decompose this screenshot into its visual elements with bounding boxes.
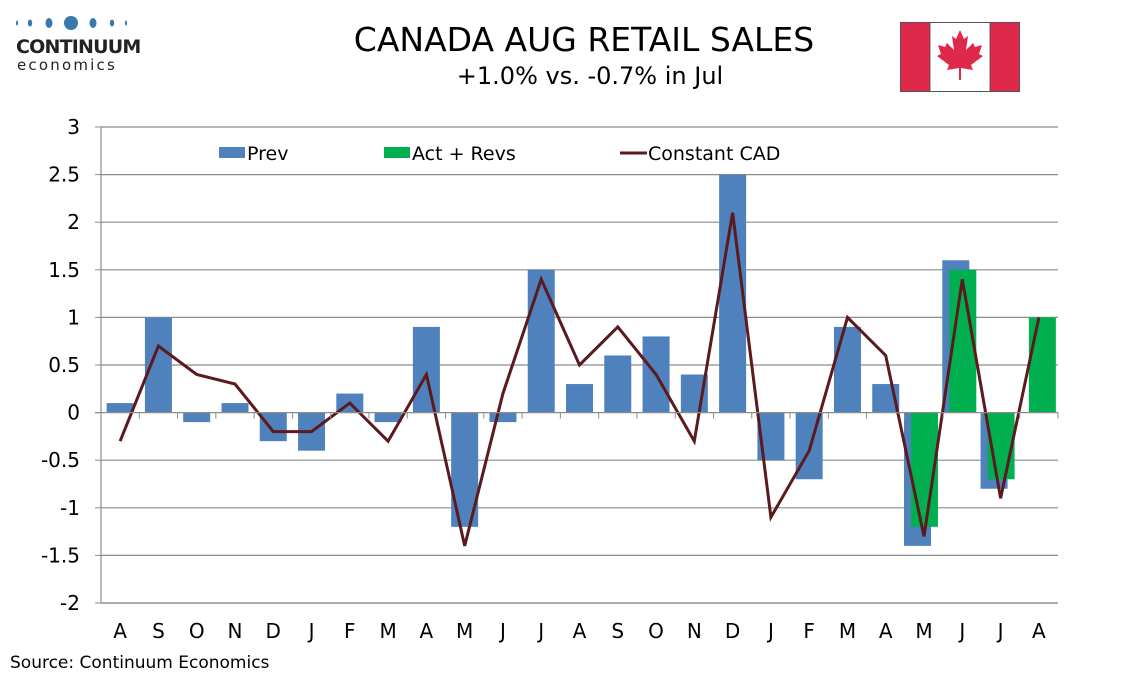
x-tick-label: M — [456, 619, 473, 643]
bar-prev — [221, 403, 249, 413]
legend-label-act-revs: Act + Revs — [412, 143, 516, 165]
continuum-economics-logo: CONTINUUM economics — [14, 14, 141, 74]
y-tick-label: 2.5 — [48, 163, 80, 187]
x-tick-label: N — [227, 619, 242, 643]
x-tick-label: A — [1032, 619, 1046, 643]
y-tick-label: 0.5 — [48, 353, 80, 377]
x-tick-label: A — [573, 619, 587, 643]
bar-prev — [833, 326, 861, 413]
x-tick-label: O — [189, 619, 205, 643]
y-tick-label: 1.5 — [48, 258, 80, 282]
x-tick-label: S — [611, 619, 624, 643]
y-tick-label: -1 — [60, 496, 80, 520]
y-tick-label: 3 — [67, 115, 80, 139]
x-tick-label: D — [266, 619, 281, 643]
bar-prev — [259, 412, 287, 442]
y-tick-label: 2 — [67, 210, 80, 234]
source-note: Source: Continuum Economics — [10, 653, 270, 673]
x-tick-label: S — [152, 619, 165, 643]
x-tick-label: M — [839, 619, 856, 643]
y-tick-label: -0.5 — [41, 448, 80, 472]
y-tick-label: 0 — [67, 401, 80, 425]
x-tick-label: J — [498, 619, 506, 643]
chart-title: CANADA AUG RETAIL SALES — [353, 20, 815, 59]
legend-label-prev: Prev — [247, 143, 288, 165]
x-tick-label: M — [915, 619, 932, 643]
x-tick-label: J — [996, 619, 1004, 643]
x-tick-label: N — [687, 619, 702, 643]
y-tick-label: -1.5 — [41, 543, 80, 567]
bar-act-revs — [1028, 317, 1056, 413]
x-tick-label: J — [536, 619, 544, 643]
x-tick-label: A — [420, 619, 434, 643]
line-constant-cad — [118, 212, 1041, 547]
bar-prev — [489, 412, 517, 423]
x-tick-label: O — [648, 619, 664, 643]
bar-prev — [604, 355, 632, 413]
bar-prev — [374, 412, 402, 423]
bar-prev — [566, 384, 593, 413]
logo-subtext: economics — [17, 56, 117, 74]
bar-prev — [106, 403, 134, 413]
x-tick-label: M — [379, 619, 396, 643]
bar-prev — [183, 412, 211, 423]
x-tick-label: J — [307, 619, 315, 643]
x-tick-label: D — [725, 619, 740, 643]
x-tick-label: F — [803, 619, 815, 643]
legend-label-constant-cad: Constant CAD — [648, 143, 780, 165]
logo-dots-icon — [16, 16, 127, 30]
chart-subtitle: +1.0% vs. -0.7% in Jul — [456, 62, 724, 90]
legend-swatch-act-revs — [384, 147, 410, 158]
bar-prev — [527, 269, 555, 413]
y-tick-label: 1 — [67, 305, 80, 329]
y-tick-label: -2 — [60, 591, 80, 615]
x-tick-label: F — [344, 619, 356, 643]
bar-prev — [412, 326, 440, 413]
x-tick-label: A — [879, 619, 893, 643]
canada-flag-icon — [900, 22, 1020, 92]
logo-wordmark: CONTINUUM — [16, 36, 141, 58]
bar-prev — [144, 317, 172, 413]
x-tick-label: J — [957, 619, 965, 643]
legend-swatch-prev — [219, 147, 245, 158]
x-tick-label: J — [766, 619, 774, 643]
x-tick-label: A — [113, 619, 127, 643]
